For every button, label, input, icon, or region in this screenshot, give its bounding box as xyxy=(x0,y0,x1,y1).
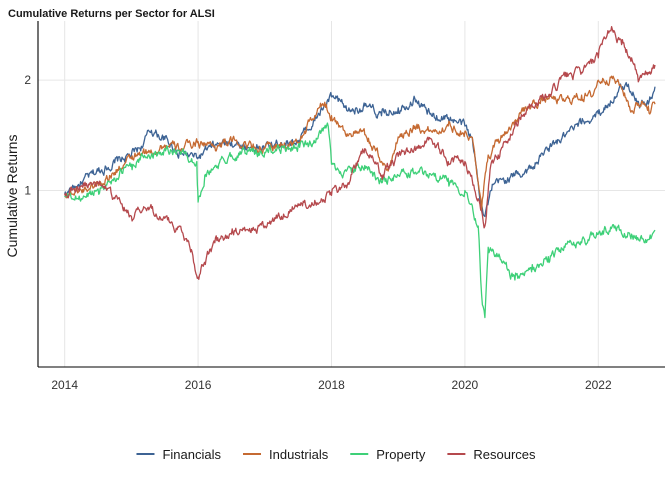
legend-label: Resources xyxy=(473,447,536,462)
legend-item-resources: Resources xyxy=(447,447,536,462)
y-axis-label: Cumulative Returns xyxy=(4,135,20,258)
tick-layer: 2014 2016 2018 2020 2022 1 2 xyxy=(24,73,612,392)
x-tick-label: 2014 xyxy=(51,378,78,392)
y-tick-label: 2 xyxy=(24,73,31,87)
legend: Financials Industrials Property Resources xyxy=(136,447,536,462)
legend-label: Property xyxy=(376,447,426,462)
legend-item-financials: Financials xyxy=(136,447,222,462)
series-layer xyxy=(64,25,656,319)
series-line-resources xyxy=(64,25,656,280)
x-tick-label: 2018 xyxy=(318,378,345,392)
legend-label: Financials xyxy=(162,447,221,462)
chart-title: Cumulative Returns per Sector for ALSI xyxy=(8,8,215,20)
x-tick-label: 2020 xyxy=(452,378,479,392)
grid-layer xyxy=(38,21,665,367)
legend-item-property: Property xyxy=(350,447,426,462)
series-line-financials xyxy=(64,81,656,218)
legend-item-industrials: Industrials xyxy=(243,447,329,462)
series-line-industrials xyxy=(64,75,656,212)
series-line-property xyxy=(64,122,656,319)
x-tick-label: 2016 xyxy=(185,378,212,392)
y-tick-label: 1 xyxy=(24,184,31,198)
x-tick-label: 2022 xyxy=(585,378,612,392)
legend-label: Industrials xyxy=(269,447,329,462)
